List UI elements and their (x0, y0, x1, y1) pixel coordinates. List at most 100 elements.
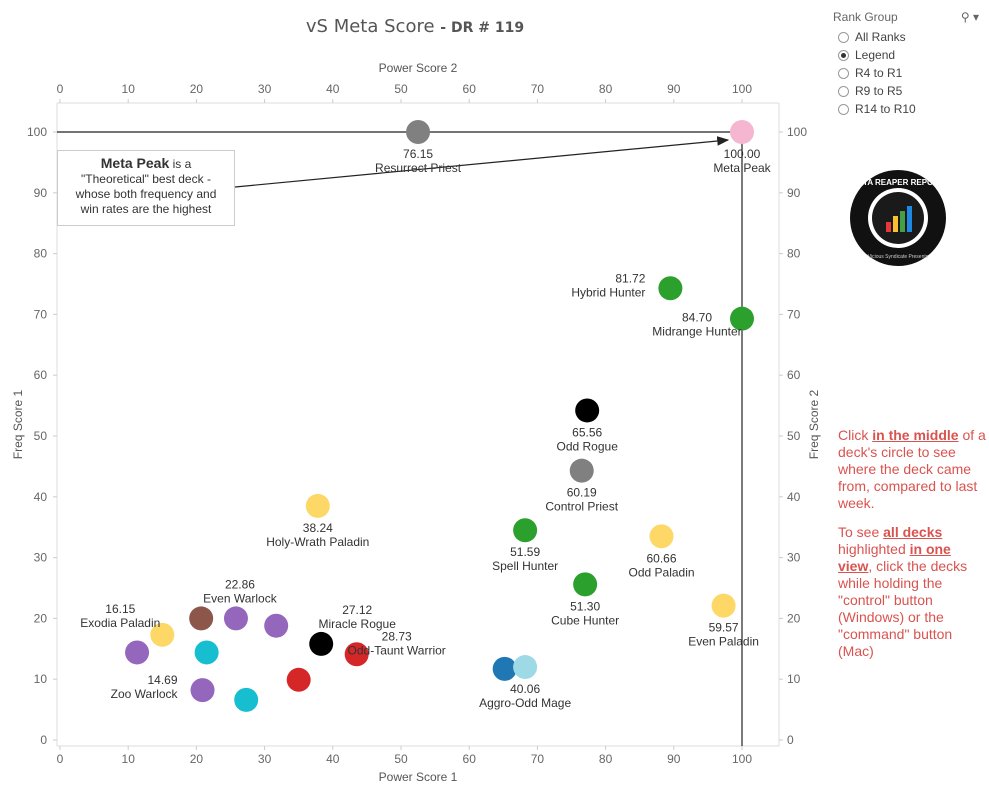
deck-score-label: 22.86 (225, 577, 255, 591)
deck-point-odd-paladin[interactable] (649, 524, 674, 549)
deck-score-label: 60.19 (567, 486, 597, 500)
y-tick-label-left: 30 (34, 551, 48, 565)
deck-point-aggro-odd-mage[interactable] (513, 655, 538, 680)
deck-name-label: Aggro-Odd Mage (479, 696, 571, 710)
deck-name-label: Exodia Paladin (80, 616, 160, 630)
rank-option-r9-to-r5[interactable]: R9 to R5 (833, 82, 985, 100)
deck-score-label: 59.57 (709, 621, 739, 635)
y-tick-label-right: 50 (787, 429, 801, 443)
x-axis-title-bottom: Power Score 1 (379, 770, 458, 784)
instruction-multi-select: To see all decks highlighted in one view… (838, 524, 968, 659)
rank-option-all-ranks[interactable]: All Ranks (833, 28, 985, 46)
x-tick-label-top: 90 (667, 82, 681, 96)
deck-point-exodia-paladin[interactable] (150, 622, 175, 647)
logo-text: DATA REAPER REPORT (852, 178, 944, 187)
deck-name-label: Spell Hunter (492, 559, 558, 573)
y-tick-label-left: 50 (34, 429, 48, 443)
y-tick-label-left: 80 (34, 247, 48, 261)
deck-point-resurrect-priest[interactable] (406, 120, 431, 144)
deck-name-label: Cube Hunter (551, 613, 619, 627)
deck-name-label: Even Paladin (688, 635, 759, 649)
deck-name-label: Even Warlock (203, 591, 278, 605)
deck-point-holy-wrath-paladin[interactable] (305, 493, 330, 518)
deck-point-hybrid-hunter[interactable] (658, 276, 683, 301)
deck-name-label: Odd Rogue (556, 439, 618, 453)
radio-button[interactable] (838, 67, 849, 79)
x-tick-label-top: 10 (122, 82, 136, 96)
y-tick-label-left: 90 (34, 186, 48, 200)
x-tick-label-top: 60 (463, 82, 477, 96)
deck-point-spell-hunter[interactable] (513, 518, 538, 543)
deck-point-meta-peak[interactable] (730, 120, 754, 144)
deck-point-deck-12[interactable] (264, 613, 289, 638)
search-icon[interactable]: ⚲ (960, 10, 970, 24)
radio-button[interactable] (838, 103, 849, 115)
deck-point-even-warlock[interactable] (223, 606, 248, 631)
deck-score-label: 84.70 (682, 311, 712, 325)
rank-option-legend[interactable]: Legend (833, 46, 985, 64)
x-tick-label-top: 100 (732, 82, 752, 96)
chart-title: vS Meta Score - DR # 119 (0, 16, 830, 37)
y-tick-label-right: 30 (787, 551, 801, 565)
deck-point-control-priest[interactable] (569, 458, 594, 483)
deck-score-label: 51.59 (510, 545, 540, 559)
deck-point-deck-19[interactable] (189, 606, 214, 631)
y-tick-label-left: 70 (34, 307, 48, 321)
deck-name-label: Odd-Taunt Warrior (348, 643, 446, 657)
x-tick-label-bottom: 60 (463, 752, 477, 766)
rank-option-r14-to-r10[interactable]: R14 to R10 (833, 100, 985, 118)
deck-point-odd-rogue[interactable] (575, 398, 600, 423)
x-tick-label-bottom: 90 (667, 752, 681, 766)
deck-score-label: 65.56 (572, 425, 602, 439)
y-tick-label-right: 10 (787, 672, 801, 686)
callout-line4: win rates are the highest (80, 202, 212, 216)
deck-point-deck-20[interactable] (125, 640, 150, 665)
deck-point-midrange-hunter[interactable] (730, 306, 754, 331)
deck-point-deck-15[interactable] (286, 667, 311, 692)
y-axis-title-right: Freq Score 2 (807, 389, 821, 459)
deck-name-label: Hybrid Hunter (571, 285, 645, 299)
deck-score-label: 14.69 (148, 673, 178, 687)
rank-option-label: All Ranks (855, 30, 906, 44)
callout-line1: is a (169, 157, 192, 171)
radio-button[interactable] (838, 85, 849, 97)
y-tick-label-right: 100 (787, 125, 807, 139)
y-tick-label-left: 40 (34, 490, 48, 504)
chevron-down-icon[interactable]: ▾ (972, 10, 979, 24)
deck-score-label: 100.00 (724, 147, 761, 161)
rank-option-label: R4 to R1 (855, 66, 903, 80)
rank-option-label: R14 to R10 (855, 102, 916, 116)
deck-score-label: 38.24 (303, 521, 333, 535)
deck-point-cube-hunter[interactable] (573, 572, 598, 597)
callout-line2: "Theoretical" best deck - (81, 172, 211, 186)
deck-score-label: 28.73 (382, 629, 412, 643)
x-tick-label-top: 20 (190, 82, 204, 96)
chart-title-sub: - DR # 119 (440, 20, 525, 36)
rank-group-filter: Rank Group ⚲ ▾ All Ranks Legend R4 to R1 R9… (833, 10, 985, 118)
deck-point-deck-21[interactable] (194, 640, 219, 665)
y-tick-label-right: 40 (787, 490, 801, 504)
deck-point-deck-23[interactable] (234, 687, 259, 712)
x-axis-title-top: Power Score 2 (379, 61, 458, 75)
deck-name-label: Resurrect Priest (375, 161, 462, 175)
radio-button[interactable] (838, 49, 849, 61)
y-tick-label-left: 100 (27, 125, 47, 139)
deck-point-zoo-warlock[interactable] (190, 678, 215, 703)
y-tick-label-right: 70 (787, 307, 801, 321)
y-tick-label-left: 20 (34, 611, 48, 625)
deck-point-even-paladin[interactable] (711, 593, 736, 618)
deck-point-deck-16[interactable] (492, 656, 517, 681)
deck-score-label: 60.66 (647, 551, 677, 565)
x-tick-label-bottom: 70 (531, 752, 545, 766)
x-tick-label-top: 0 (57, 82, 64, 96)
rank-option-r4-to-r1[interactable]: R4 to R1 (833, 64, 985, 82)
deck-name-label: Meta Peak (713, 161, 771, 175)
data-reaper-logo: DATA REAPER REPORT Vicious Syndicate Pre… (850, 170, 946, 266)
y-tick-label-right: 80 (787, 247, 801, 261)
rank-group-title: Rank Group (833, 10, 898, 24)
deck-point-miracle-rogue[interactable] (309, 631, 334, 656)
radio-button[interactable] (838, 31, 849, 43)
deck-point-odd-taunt-warrior[interactable] (344, 642, 369, 667)
scatter-plot[interactable]: 0010102020303040405050606070708080909010… (0, 0, 830, 796)
y-tick-label-left: 10 (34, 672, 48, 686)
